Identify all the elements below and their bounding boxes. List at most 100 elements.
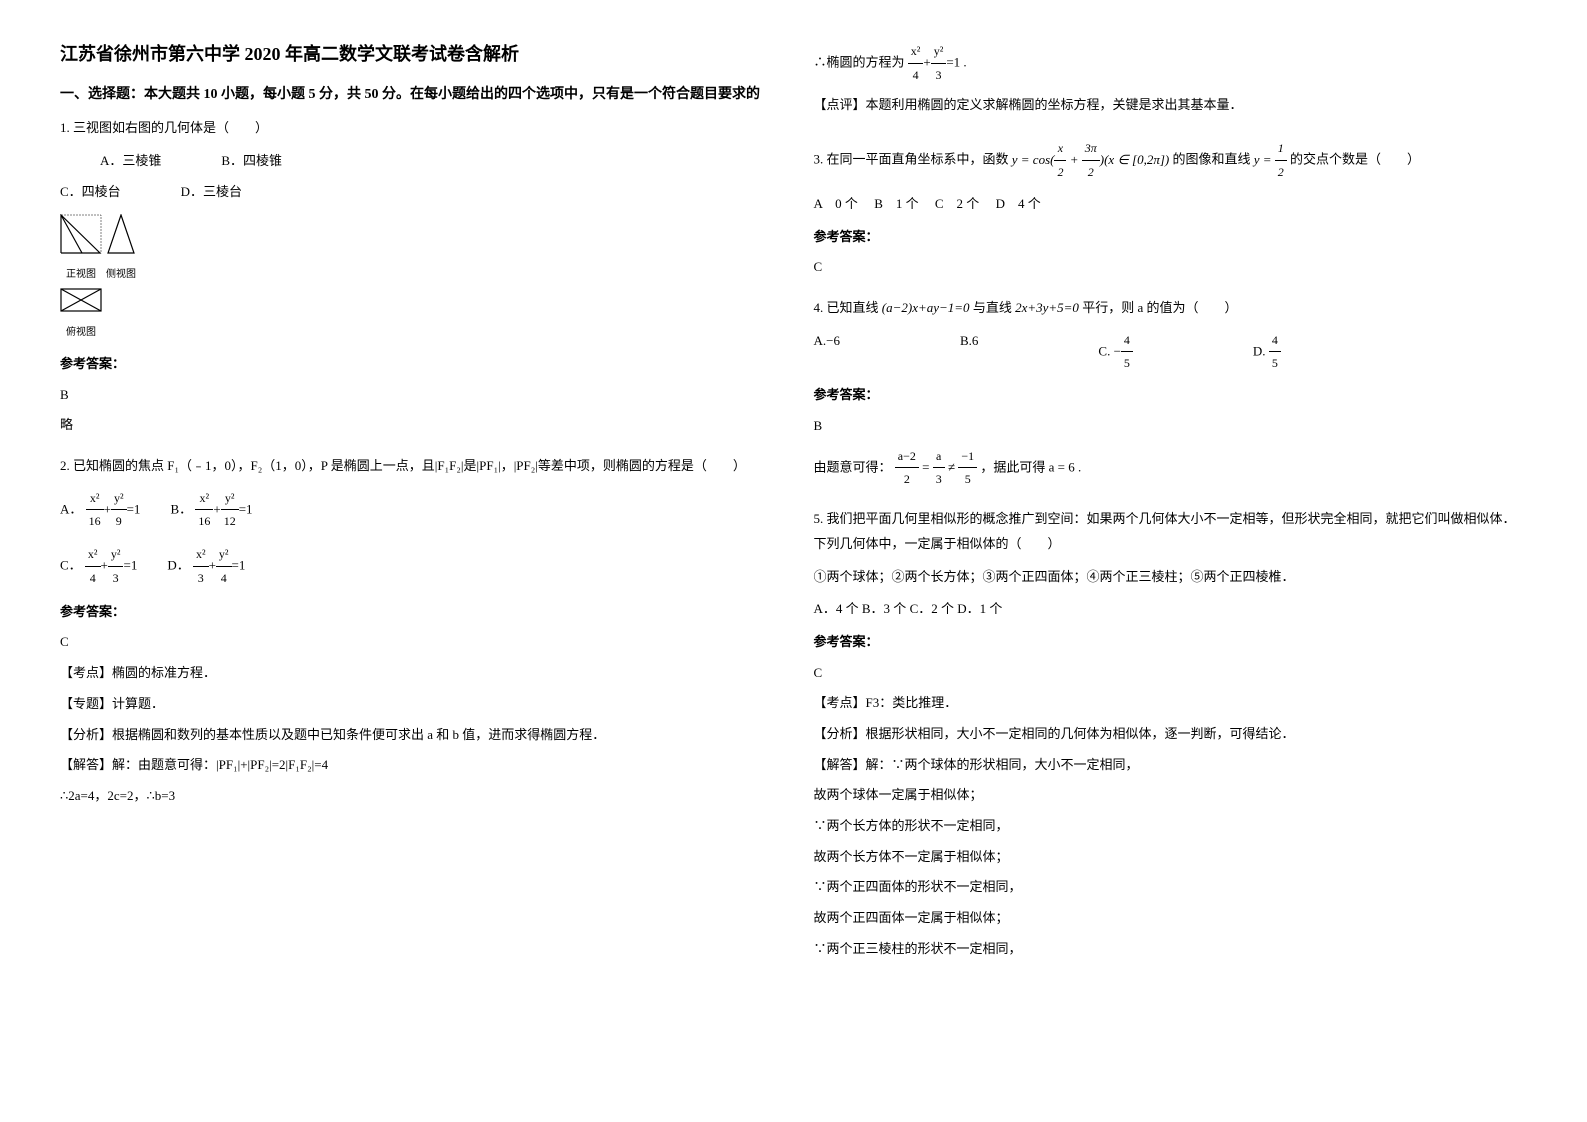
q3-answer-label: 参考答案： (814, 225, 1528, 250)
q3-answer: C (814, 255, 1528, 280)
q2-c-xden: 4 (85, 567, 101, 590)
q2-a-xden: 16 (86, 510, 104, 533)
left-column: 江苏省徐州市第六中学 2020 年高二数学文联考试卷含解析 一、选择题：本大题共… (60, 40, 774, 978)
q4-mid2: 平行，则 a 的值为（ ） (1082, 300, 1237, 315)
front-view-label: 正视图 (60, 265, 102, 284)
q4-opt-c: C. −45 (1098, 329, 1133, 376)
q3-text: 3. 在同一平面直角坐标系中，函数 y = cos(x2 + 3π2)(x ∈ … (814, 137, 1528, 184)
q4-d-num: 4 (1269, 329, 1281, 353)
q2-text: 2. 已知椭圆的焦点 F₁（﹣1，0），F₂（1，0），P 是椭圆上一点，且|F… (60, 454, 774, 479)
q5-opt-c: C．2 个 (910, 601, 954, 616)
q4-answer: B (814, 414, 1528, 439)
q2-c-prefix: C． (60, 557, 82, 572)
q5-exp8: 故两个正四面体一定属于相似体； (814, 906, 1528, 931)
q2-opt-a: A． x²16+y²9=1 (60, 487, 140, 534)
q5-exp2: 【分析】根据形状相同，大小不一定相同的几何体为相似体，逐一判断，可得结论． (814, 722, 1528, 747)
q1-note: 略 (60, 413, 774, 438)
q4-c-den: 5 (1121, 352, 1133, 375)
question-4: 4. 已知直线 (a−2)x+ay−1=0 与直线 2x+3y+5=0 平行，则… (814, 296, 1528, 491)
top-view-shape (60, 288, 102, 312)
q4-opt-d: D. 45 (1253, 329, 1281, 376)
top-view: 俯视图 (60, 288, 102, 342)
q4-answer-label: 参考答案： (814, 383, 1528, 408)
q4-d-prefix: D. (1253, 343, 1266, 358)
question-2: 2. 已知椭圆的焦点 F₁（﹣1，0），F₂（1，0），P 是椭圆上一点，且|F… (60, 454, 774, 809)
ellipse-conclusion: ∴椭圆的方程为 x²4+y²3=1 . (814, 40, 1528, 87)
q4-c-prefix: C. (1098, 343, 1110, 358)
q3-line-formula: y = 12 (1254, 152, 1290, 167)
q1-answer: B (60, 383, 774, 408)
side-view: 侧视图 (106, 214, 136, 284)
question-3: 3. 在同一平面直角坐标系中，函数 y = cos(x2 + 3π2)(x ∈ … (814, 137, 1528, 280)
q5-items: ①两个球体；②两个长方体；③两个正四面体；④两个正三棱柱；⑤两个正四棱椎． (814, 565, 1528, 590)
q5-text: 5. 我们把平面几何里相似形的概念推广到空间：如果两个几何体大小不一定相等，但形… (814, 507, 1528, 556)
question-1: 1. 三视图如右图的几何体是（ ） A．三棱锥 B．四棱锥 C．四棱台 D．三棱… (60, 116, 774, 438)
q3-opt-a: A 0 个 (814, 196, 858, 211)
q3-suffix: 的交点个数是（ ） (1290, 152, 1420, 167)
q2-d-xden: 3 (193, 567, 209, 590)
q4-opt-a: A.−6 (814, 329, 840, 376)
ellipse-yden: 3 (931, 64, 947, 87)
q2-exp5: ∴2a=4，2c=2，∴b=3 (60, 784, 774, 809)
right-column: ∴椭圆的方程为 x²4+y²3=1 . 【点评】本题利用椭圆的定义求解椭圆的坐标… (814, 40, 1528, 978)
q4-mid1: 与直线 (973, 300, 1012, 315)
q4-formula2: 2x+3y+5=0 (1015, 300, 1079, 315)
q1-text: 1. 三视图如右图的几何体是（ ） (60, 116, 774, 141)
q4-c-num: 4 (1121, 329, 1133, 353)
q5-exp6: 故两个长方体不一定属于相似体； (814, 845, 1528, 870)
q3-options: A 0 个 B 1 个 C 2 个 D 4 个 (814, 192, 1528, 217)
side-view-label: 侧视图 (106, 265, 136, 284)
q4-exp: 由题意可得： a−22 = a3 ≠ −15 ，据此可得 a = 6 . (814, 445, 1528, 492)
q2-answer-label: 参考答案： (60, 600, 774, 625)
q3-mid: 的图像和直线 (1172, 152, 1250, 167)
q2-opt-d: D． x²3+y²4=1 (167, 543, 245, 590)
q5-exp1: 【考点】F3：类比推理． (814, 691, 1528, 716)
document-title: 江苏省徐州市第六中学 2020 年高二数学文联考试卷含解析 (60, 40, 774, 66)
q2-answer: C (60, 630, 774, 655)
q4-text: 4. 已知直线 (a−2)x+ay−1=0 与直线 2x+3y+5=0 平行，则… (814, 296, 1528, 321)
q5-exp3: 【解答】解：∵两个球体的形状相同，大小不一定相同， (814, 753, 1528, 778)
q2-exp4: 【解答】解：由题意可得：|PF₁|+|PF₂|=2|F₁F₂|=4 (60, 753, 774, 778)
q3-cos-formula: y = cos(x2 + 3π2)(x ∈ [0,2π]) (1012, 152, 1173, 167)
q5-answer: C (814, 661, 1528, 686)
q2-opt-c: C． x²4+y²3=1 (60, 543, 137, 590)
q2-exp2: 【专题】计算题． (60, 692, 774, 717)
q5-exp9: ∵两个正三棱柱的形状不一定相同， (814, 937, 1528, 962)
q2-b-xden: 16 (195, 510, 213, 533)
q4-exp-prefix: 由题意可得： (814, 459, 892, 474)
q3-opt-c: C 2 个 (935, 196, 979, 211)
q2-d-yden: 4 (216, 567, 232, 590)
q1-opt-d: D．三棱台 (181, 180, 242, 205)
section-1-heading: 一、选择题：本大题共 10 小题，每小题 5 分，共 50 分。在每小题给出的四… (60, 84, 774, 106)
q4-options: A.−6 B.6 C. −45 D. 45 (814, 329, 1528, 376)
q5-opt-b: B．3 个 (862, 601, 906, 616)
q4-d-den: 5 (1269, 352, 1281, 375)
q1-options-row2: C．四棱台 D．三棱台 (60, 180, 774, 205)
q1-options-row1: A．三棱锥 B．四棱锥 (100, 149, 774, 174)
q2-options-ab: A． x²16+y²9=1 B． x²16+y²12=1 (60, 487, 774, 534)
side-view-shape (107, 214, 135, 254)
q2-exp1: 【考点】椭圆的标准方程． (60, 661, 774, 686)
q2-exp3: 【分析】根据椭圆和数列的基本性质以及题中已知条件便可求出 a 和 b 值，进而求… (60, 723, 774, 748)
q1-answer-label: 参考答案： (60, 352, 774, 377)
front-view: 正视图 (60, 214, 102, 284)
q4-prefix: 4. 已知直线 (814, 300, 879, 315)
q5-exp4: 故两个球体一定属于相似体； (814, 783, 1528, 808)
q5-exp7: ∵两个正四面体的形状不一定相同， (814, 875, 1528, 900)
q2-d-prefix: D． (167, 557, 189, 572)
three-views-diagram: 正视图 侧视图 俯视图 (60, 214, 774, 341)
top-view-label: 俯视图 (60, 323, 102, 342)
q4-exp-suffix: ，据此可得 (980, 459, 1045, 474)
q5-opt-a: A．4 个 (814, 601, 859, 616)
q2-options-cd: C． x²4+y²3=1 D． x²3+y²4=1 (60, 543, 774, 590)
q3-opt-b: B 1 个 (874, 196, 918, 211)
ellipse-comment: 【点评】本题利用椭圆的定义求解椭圆的坐标方程，关键是求出其基本量． (814, 93, 1528, 118)
q2-opt-b: B． x²16+y²12=1 (170, 487, 252, 534)
q4-opt-b: B.6 (960, 329, 978, 376)
q5-exp5: ∵两个长方体的形状不一定相同， (814, 814, 1528, 839)
q2-b-yden: 12 (221, 510, 239, 533)
q2-c-yden: 3 (108, 567, 124, 590)
q3-opt-d: D 4 个 (996, 196, 1041, 211)
q2-a-prefix: A． (60, 501, 82, 516)
ellipse-xden: 4 (908, 64, 924, 87)
